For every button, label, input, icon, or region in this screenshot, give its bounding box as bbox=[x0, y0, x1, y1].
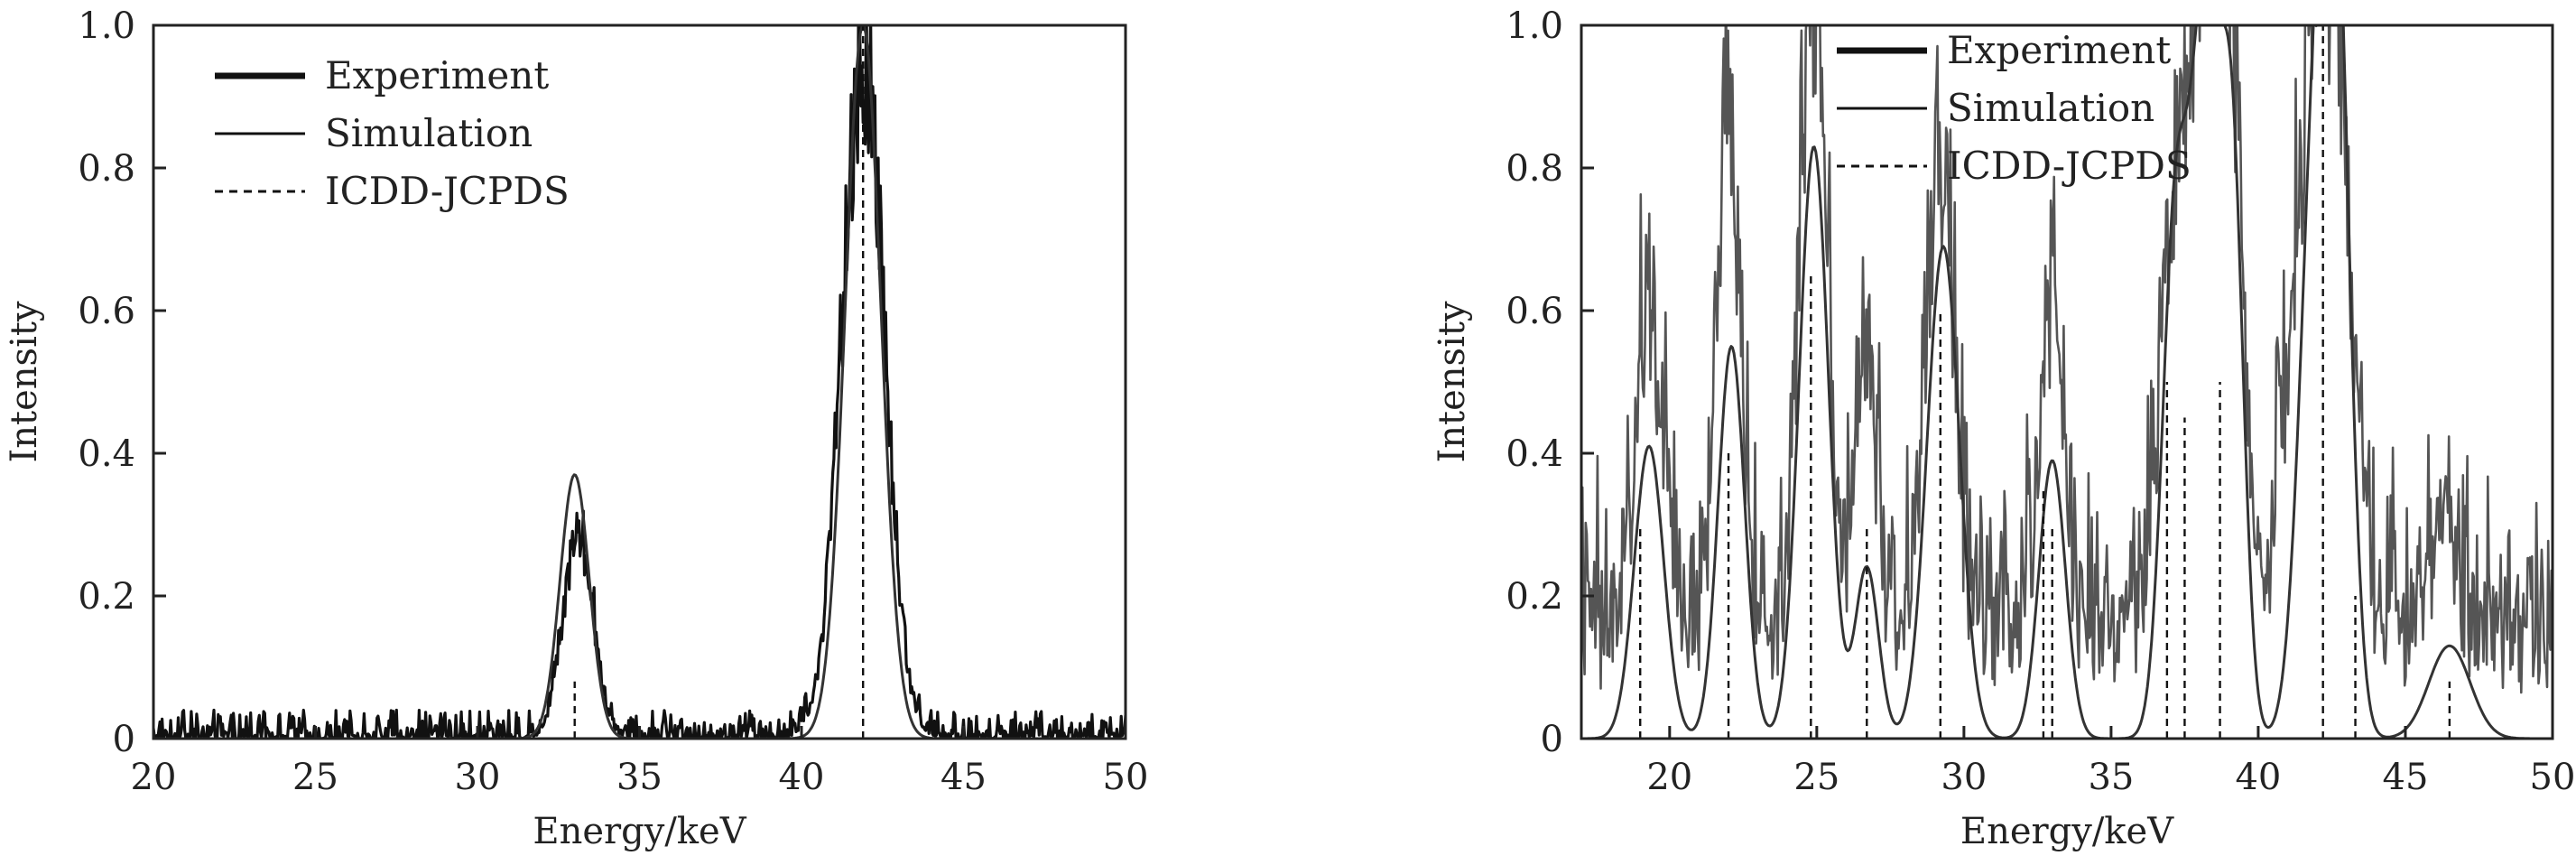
x-tick-label: 45 bbox=[2383, 757, 2429, 798]
x-tick-label: 35 bbox=[616, 757, 663, 798]
legend-label-simulation: Simulation bbox=[325, 111, 533, 155]
chart-left-x-axis-label: Energy/keV bbox=[533, 811, 746, 852]
x-tick-label: 30 bbox=[1941, 757, 1987, 798]
chart-right: 20 25 30 35 40 45 50 0 0.2 0.4 0.6 0.8 1.0 Energy/k… bbox=[1432, 5, 2575, 852]
chart-left-y-axis-label: Intensity bbox=[4, 301, 45, 462]
x-tick-label: 45 bbox=[941, 757, 987, 798]
legend-label-experiment: Experiment bbox=[325, 53, 549, 98]
chart-left-y-ticks: 0 0.2 0.4 0.6 0.8 1.0 bbox=[78, 5, 166, 760]
chart-right-frame bbox=[1580, 23, 2554, 740]
legend-label-simulation: Simulation bbox=[1947, 86, 2154, 130]
x-tick-label: 40 bbox=[2235, 757, 2281, 798]
y-tick-label: 0.6 bbox=[1506, 291, 1563, 332]
x-tick-label: 30 bbox=[455, 757, 501, 798]
y-tick-label: 0.2 bbox=[1506, 576, 1563, 618]
x-tick-label: 50 bbox=[1103, 757, 1149, 798]
y-tick-label: 0 bbox=[1541, 719, 1563, 760]
x-tick-label: 25 bbox=[292, 757, 338, 798]
chart-right-legend: Experiment Simulation ICDD-JCPDS bbox=[1837, 28, 2191, 188]
x-tick-label: 35 bbox=[2088, 757, 2134, 798]
chart-right-x-ticks: 20 25 30 35 40 45 50 bbox=[1646, 726, 2575, 798]
chart-right-y-axis-label: Intensity bbox=[1432, 301, 1473, 462]
y-tick-label: 0.2 bbox=[78, 576, 135, 618]
x-tick-label: 20 bbox=[131, 757, 177, 798]
series-simulation-line bbox=[1581, 25, 2553, 739]
chart-right-y-ticks: 0 0.2 0.4 0.6 0.8 1.0 bbox=[1506, 5, 1594, 760]
x-tick-label: 20 bbox=[1646, 757, 1692, 798]
x-tick-label: 40 bbox=[779, 757, 825, 798]
y-tick-label: 0.4 bbox=[1506, 433, 1563, 475]
y-tick-label: 0.6 bbox=[78, 291, 135, 332]
chart-left-plot-area bbox=[153, 25, 1126, 739]
legend-label-icdd-jcpds: ICDD-JCPDS bbox=[325, 169, 570, 213]
y-tick-label: 1.0 bbox=[1506, 5, 1563, 47]
y-tick-label: 0.4 bbox=[78, 433, 135, 475]
series-experiment-line bbox=[1581, 25, 2553, 694]
y-tick-label: 0 bbox=[113, 719, 135, 760]
y-tick-label: 0.8 bbox=[78, 148, 135, 190]
chart-right-x-axis-label: Energy/keV bbox=[1960, 811, 2174, 852]
chart-left: 20 25 30 35 40 45 50 0 0.2 0.4 0.6 0.8 1.0 Energy/k… bbox=[4, 5, 1149, 852]
series-experiment-line bbox=[153, 25, 1126, 739]
y-tick-label: 1.0 bbox=[78, 5, 135, 47]
chart-left-x-ticks: 20 25 30 35 40 45 50 bbox=[131, 726, 1149, 798]
legend-label-icdd-jcpds: ICDD-JCPDS bbox=[1947, 144, 2191, 188]
y-tick-label: 0.8 bbox=[1506, 148, 1563, 190]
legend-label-experiment: Experiment bbox=[1947, 28, 2171, 72]
x-tick-label: 50 bbox=[2530, 757, 2576, 798]
chart-left-legend: Experiment Simulation ICDD-JCPDS bbox=[215, 53, 570, 213]
x-tick-label: 25 bbox=[1793, 757, 1839, 798]
chart-right-plot-area bbox=[1581, 25, 2553, 739]
